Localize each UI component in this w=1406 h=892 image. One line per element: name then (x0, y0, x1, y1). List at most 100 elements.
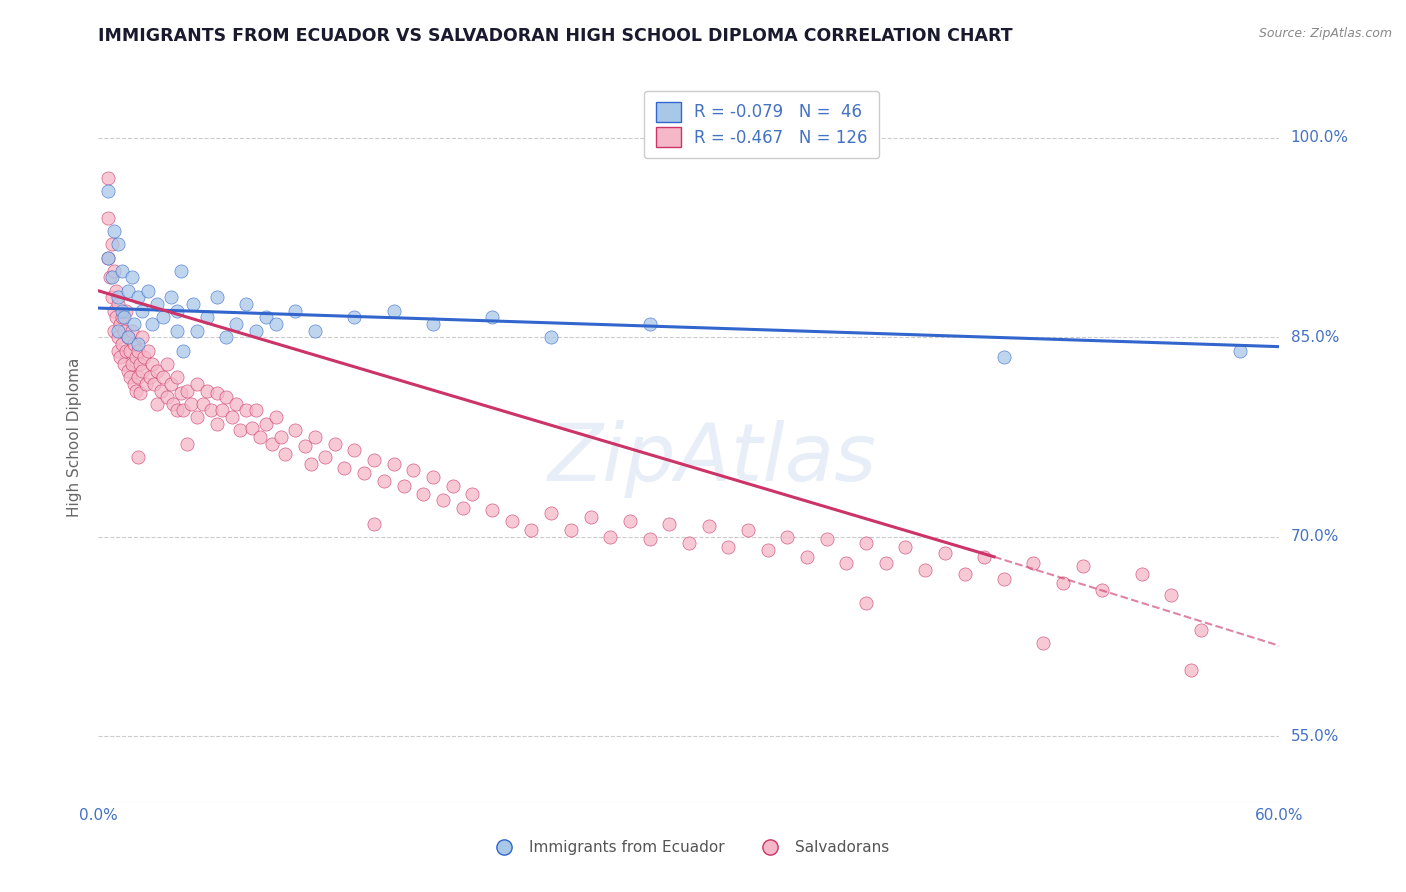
Point (540, 506, 562, 520)
Y-axis label: High School Diploma: High School Diploma (67, 358, 83, 516)
Text: Source: ZipAtlas.com: Source: ZipAtlas.com (1258, 27, 1392, 40)
Point (299, 457, 322, 471)
Point (855, 596, 877, 610)
Point (118, 343, 141, 358)
Point (697, 519, 720, 533)
Point (373, 474, 395, 488)
Point (599, 530, 621, 544)
Point (717, 541, 740, 555)
Point (122, 376, 145, 391)
Point (284, 303, 307, 318)
Point (215, 390, 238, 404)
Point (973, 549, 995, 564)
Point (1130, 567, 1153, 582)
Point (191, 397, 214, 411)
Point (363, 452, 385, 467)
Point (117, 330, 139, 344)
Point (894, 541, 917, 555)
Point (97, 251, 120, 265)
Point (1229, 343, 1251, 358)
Point (121, 324, 143, 338)
Point (186, 376, 208, 391)
Point (235, 297, 257, 311)
Text: 100.0%: 100.0% (1291, 130, 1348, 145)
Text: IMMIGRANTS FROM ECUADOR VS SALVADORAN HIGH SCHOOL DIPLOMA CORRELATION CHART: IMMIGRANTS FROM ECUADOR VS SALVADORAN HI… (98, 27, 1014, 45)
Point (205, 417, 228, 431)
Point (142, 376, 165, 391)
Point (422, 317, 444, 331)
Point (229, 424, 252, 438)
Point (314, 450, 336, 464)
Point (1160, 588, 1182, 602)
Point (1032, 636, 1054, 650)
Point (343, 443, 366, 458)
Point (382, 303, 405, 318)
Point (127, 370, 149, 384)
Point (412, 487, 434, 501)
Point (101, 290, 124, 304)
Point (160, 290, 183, 304)
Point (108, 317, 131, 331)
Point (579, 509, 602, 524)
Point (97, 211, 120, 225)
Point (186, 410, 208, 425)
Point (934, 546, 956, 560)
Point (855, 536, 877, 550)
Point (195, 310, 218, 325)
Point (560, 523, 582, 537)
Point (146, 363, 169, 377)
Point (815, 533, 838, 547)
Point (432, 492, 454, 507)
Point (501, 514, 523, 528)
Point (97, 251, 120, 265)
Point (205, 290, 228, 304)
Point (117, 284, 139, 298)
Point (127, 337, 149, 351)
Point (115, 343, 138, 358)
Point (776, 530, 799, 544)
Point (118, 370, 141, 384)
Point (115, 303, 138, 318)
Point (103, 303, 125, 318)
Point (481, 503, 503, 517)
Text: ZipAtlas: ZipAtlas (548, 420, 877, 498)
Point (638, 317, 661, 331)
Point (422, 470, 444, 484)
Point (993, 351, 1015, 365)
Point (221, 410, 243, 425)
Point (658, 516, 681, 531)
Point (678, 536, 700, 550)
Point (138, 370, 160, 384)
Point (117, 363, 139, 377)
Point (235, 403, 257, 417)
Legend: Immigrants from Ecuador, Salvadorans: Immigrants from Ecuador, Salvadorans (482, 834, 896, 861)
Point (254, 417, 277, 431)
Point (150, 384, 173, 398)
Point (146, 397, 169, 411)
Point (121, 357, 143, 371)
Point (619, 514, 641, 528)
Point (914, 563, 936, 577)
Point (1180, 663, 1202, 677)
Point (304, 430, 326, 444)
Point (136, 284, 159, 298)
Point (128, 386, 150, 401)
Point (225, 317, 247, 331)
Point (353, 466, 375, 480)
Point (122, 317, 145, 331)
Point (132, 351, 155, 365)
Point (953, 567, 976, 582)
Point (97, 170, 120, 185)
Point (796, 549, 818, 564)
Point (1052, 576, 1074, 591)
Point (98, 270, 121, 285)
Point (166, 403, 188, 417)
Point (304, 324, 326, 338)
Point (481, 310, 503, 325)
Text: 70.0%: 70.0% (1291, 529, 1339, 544)
Point (249, 430, 271, 444)
Point (451, 500, 474, 515)
Point (156, 357, 179, 371)
Point (240, 421, 263, 435)
Point (264, 317, 287, 331)
